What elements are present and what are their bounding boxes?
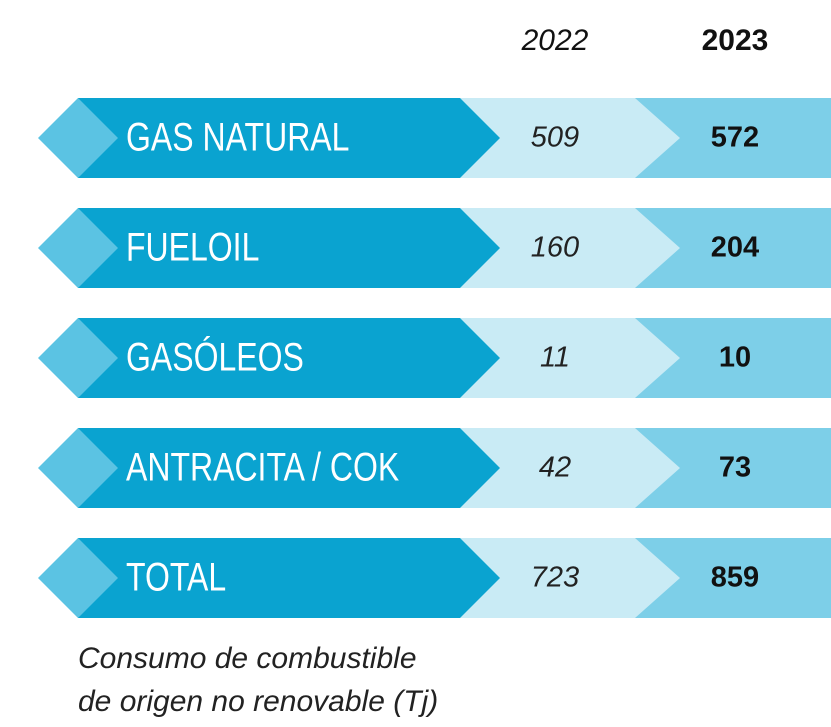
value-2022: 11 xyxy=(540,342,570,374)
label-arrow xyxy=(78,318,500,398)
label-arrow xyxy=(78,428,500,508)
pale-band xyxy=(440,208,700,288)
caption: de origen no renovable (Tj) xyxy=(78,685,438,718)
right-chevron xyxy=(635,538,831,618)
pale-band xyxy=(440,318,700,398)
right-chevron xyxy=(635,318,831,398)
value-2023: 572 xyxy=(711,122,759,154)
label-arrow xyxy=(78,208,500,288)
row: FUELOIL 160 204 xyxy=(38,208,831,288)
row-label: GASÓLEOS xyxy=(126,334,304,379)
value-2023: 204 xyxy=(711,232,759,264)
pale-band xyxy=(440,538,700,618)
column-header: 2023 xyxy=(702,24,769,57)
row-label: FUELOIL xyxy=(126,224,259,269)
pale-band xyxy=(440,428,700,508)
rows: GAS NATURAL 509 572 FUELOIL 160 204 GASÓLEOS 11… xyxy=(38,98,831,618)
value-2022: 42 xyxy=(539,452,571,484)
value-2023: 859 xyxy=(711,562,759,594)
row: GASÓLEOS 11 10 xyxy=(38,318,831,398)
value-2022: 160 xyxy=(531,232,579,264)
value-2023: 10 xyxy=(719,342,751,374)
row-label: GAS NATURAL xyxy=(126,114,349,159)
row: ANTRACITA / COK 42 73 xyxy=(38,428,831,508)
right-chevron xyxy=(635,208,831,288)
column-header: 2022 xyxy=(521,24,589,57)
value-2022: 723 xyxy=(531,562,579,594)
pale-band xyxy=(440,98,700,178)
row-label: ANTRACITA / COK xyxy=(126,444,399,489)
label-arrow xyxy=(78,98,500,178)
row: GAS NATURAL 509 572 xyxy=(38,98,831,178)
caption: Consumo de combustible xyxy=(78,642,417,675)
label-arrow xyxy=(78,538,500,618)
row-label: TOTAL xyxy=(126,554,226,599)
value-2022: 509 xyxy=(531,122,579,154)
value-2023: 73 xyxy=(719,452,751,484)
right-chevron xyxy=(635,428,831,508)
right-chevron xyxy=(635,98,831,178)
row: TOTAL 723 859 xyxy=(38,538,831,618)
